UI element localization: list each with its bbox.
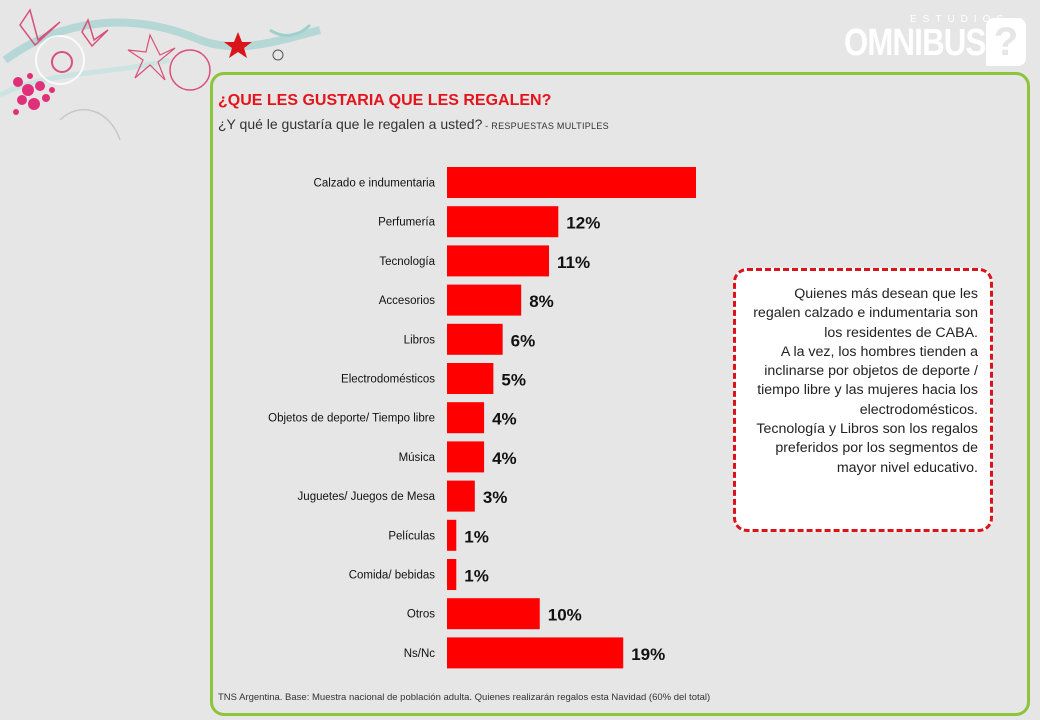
category-label: Películas <box>388 530 435 542</box>
category-label: Comida/ bebidas <box>349 570 436 582</box>
christmas-ornament-decoration <box>0 8 321 141</box>
category-label: Juguetes/ Juegos de Mesa <box>298 491 436 503</box>
data-label: 8% <box>529 292 554 311</box>
category-label: Calzado e indumentaria <box>314 178 436 190</box>
category-label: Ns/Nc <box>404 648 436 660</box>
bar <box>447 519 457 551</box>
data-label: 1% <box>464 567 489 586</box>
bar <box>447 480 475 512</box>
bar <box>447 598 540 630</box>
bar <box>447 441 485 473</box>
bar <box>447 323 503 355</box>
bar <box>447 167 696 198</box>
bar <box>447 363 494 394</box>
page-title: ¿QUE LES GUSTARIA QUE LES REGALEN? <box>218 92 552 109</box>
data-label: 19% <box>631 645 665 664</box>
category-label: Libros <box>404 334 436 346</box>
logo-question-mark: ? <box>986 18 1026 66</box>
data-label: 6% <box>511 331 536 350</box>
data-label: 11% <box>557 253 590 272</box>
category-label: Electrodomésticos <box>341 374 435 386</box>
category-label: Otros <box>407 609 435 621</box>
bar <box>447 206 559 238</box>
category-label: Tecnología <box>379 256 435 268</box>
data-label: 10% <box>548 606 582 625</box>
page-subtitle: ¿Y qué le gustaría que le regalen a uste… <box>218 116 609 132</box>
bar <box>447 284 522 316</box>
subtitle-question: ¿Y qué le gustaría que le regalen a uste… <box>218 116 483 132</box>
category-label: Accesorios <box>379 295 435 307</box>
logo-estudios-text: ESTUDIOS <box>910 14 1010 25</box>
bar-chart: Calzado e indumentaria40%Perfumería12%Te… <box>268 167 696 669</box>
insight-callout: Quienes más desean que les regalen calza… <box>733 268 993 532</box>
bar <box>447 559 457 590</box>
category-label: Música <box>399 452 436 464</box>
data-label: 4% <box>492 449 517 468</box>
bar <box>447 245 550 277</box>
category-label: Objetos de deporte/ Tiempo libre <box>268 413 435 425</box>
category-label: Perfumería <box>378 217 435 229</box>
bar <box>447 402 485 434</box>
data-label: 4% <box>492 410 517 429</box>
data-label: 5% <box>501 371 526 390</box>
logo-omnibus-text: OMNIBUS <box>844 22 986 64</box>
subtitle-note: - RESPUESTAS MULTIPLES <box>482 121 609 131</box>
bar <box>447 637 624 669</box>
omnibus-logo: ESTUDIOS OMNIBUS ? <box>840 10 1030 72</box>
data-label: 3% <box>483 488 508 507</box>
data-label: 12% <box>566 214 600 233</box>
source-footnote: TNS Argentina. Base: Muestra nacional de… <box>218 692 711 703</box>
data-label: 1% <box>464 527 489 546</box>
